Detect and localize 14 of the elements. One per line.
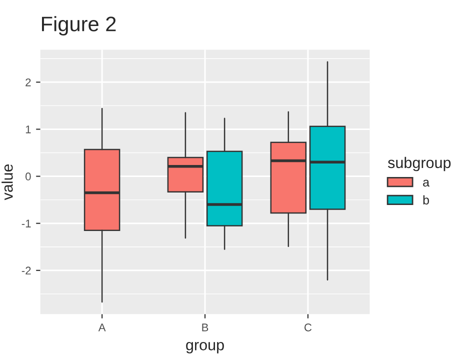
x-tick-label: B xyxy=(202,324,208,332)
x-tick-label: A xyxy=(98,324,106,332)
x-axis-title: group xyxy=(186,342,224,354)
y-tick-label: 0 xyxy=(26,172,31,180)
y-tick-label: 2 xyxy=(26,78,31,86)
legend-title: subgroup xyxy=(388,156,451,172)
chart-title: Figure 2 xyxy=(42,16,116,36)
x-tick-label: C xyxy=(304,323,312,332)
y-tick-label: 1 xyxy=(26,126,31,134)
legend-label: b xyxy=(423,195,429,204)
y-tick-label: -2 xyxy=(22,266,31,274)
legend-label: a xyxy=(423,180,430,187)
y-axis-title: value xyxy=(2,164,13,200)
y-tick-label: -1 xyxy=(22,220,31,228)
